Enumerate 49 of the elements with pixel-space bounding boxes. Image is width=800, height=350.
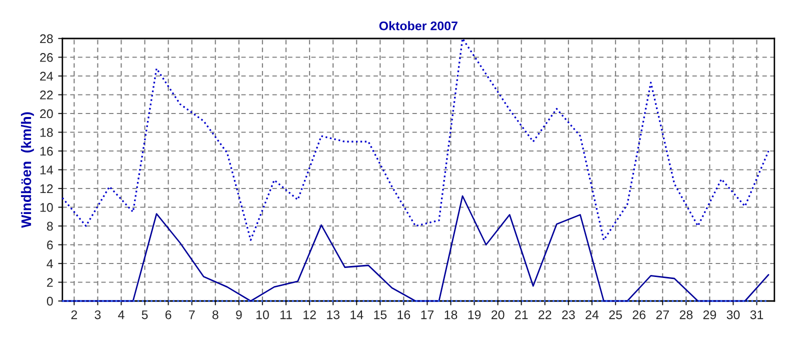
y-tick-label: 26: [40, 53, 53, 62]
y-tick-label: 0: [46, 296, 53, 306]
y-tick-label: 20: [40, 109, 53, 118]
y-axis-title: Windböen (km/h): [20, 112, 34, 228]
y-tick-label: 10: [40, 203, 53, 212]
x-tick-label: 15: [374, 310, 387, 320]
x-tick-label: 31: [750, 310, 764, 320]
x-tick-label: 27: [656, 310, 669, 320]
x-tick-label: 24: [586, 310, 599, 320]
x-tick-label: 14: [350, 310, 364, 320]
x-tick-label: 28: [680, 310, 693, 320]
x-tick-label: 7: [189, 310, 195, 320]
x-tick-label: 17: [421, 310, 434, 320]
x-tick-label: 19: [468, 310, 481, 320]
x-tick-label: 3: [94, 310, 101, 320]
x-tick-label: 23: [562, 310, 575, 320]
x-tick-label: 22: [538, 310, 552, 320]
x-tick-label: 16: [398, 310, 410, 320]
x-tick-label: 26: [632, 310, 646, 320]
x-tick-label: 6: [165, 310, 172, 320]
x-tick-label: 25: [609, 310, 622, 320]
line-series: [62, 195, 770, 302]
line-series: [62, 38, 770, 241]
x-tick-label: 30: [726, 310, 740, 320]
y-tick-label: 18: [40, 128, 53, 137]
y-tick-label: 28: [40, 34, 53, 44]
y-tick-label: 16: [40, 146, 53, 156]
x-tick-label: 18: [444, 310, 458, 320]
y-tick-label: 14: [40, 166, 54, 174]
x-tick-label: 9: [236, 310, 242, 320]
y-tick-label: 8: [46, 222, 53, 231]
x-tick-label: 13: [327, 310, 340, 320]
chart-title: Oktober 2007: [379, 21, 458, 30]
y-tick-label: 2: [47, 278, 53, 287]
y-tick-label: 6: [47, 240, 53, 250]
x-tick-label: 10: [256, 310, 269, 320]
x-tick-label: 4: [118, 310, 124, 320]
x-tick-label: 21: [515, 310, 528, 320]
y-tick-label: 12: [40, 184, 53, 194]
x-tick-label: 2: [71, 310, 78, 320]
y-tick-label: 22: [40, 90, 53, 100]
x-tick-label: 29: [703, 310, 716, 320]
y-tick-label: 24: [40, 72, 54, 81]
x-tick-label: 5: [142, 310, 148, 320]
y-tick-label: 4: [46, 259, 54, 268]
x-tick-label: 20: [492, 310, 504, 320]
x-tick-label: 11: [280, 310, 292, 320]
x-tick-label: 8: [212, 310, 218, 320]
x-tick-label: 12: [304, 310, 316, 320]
